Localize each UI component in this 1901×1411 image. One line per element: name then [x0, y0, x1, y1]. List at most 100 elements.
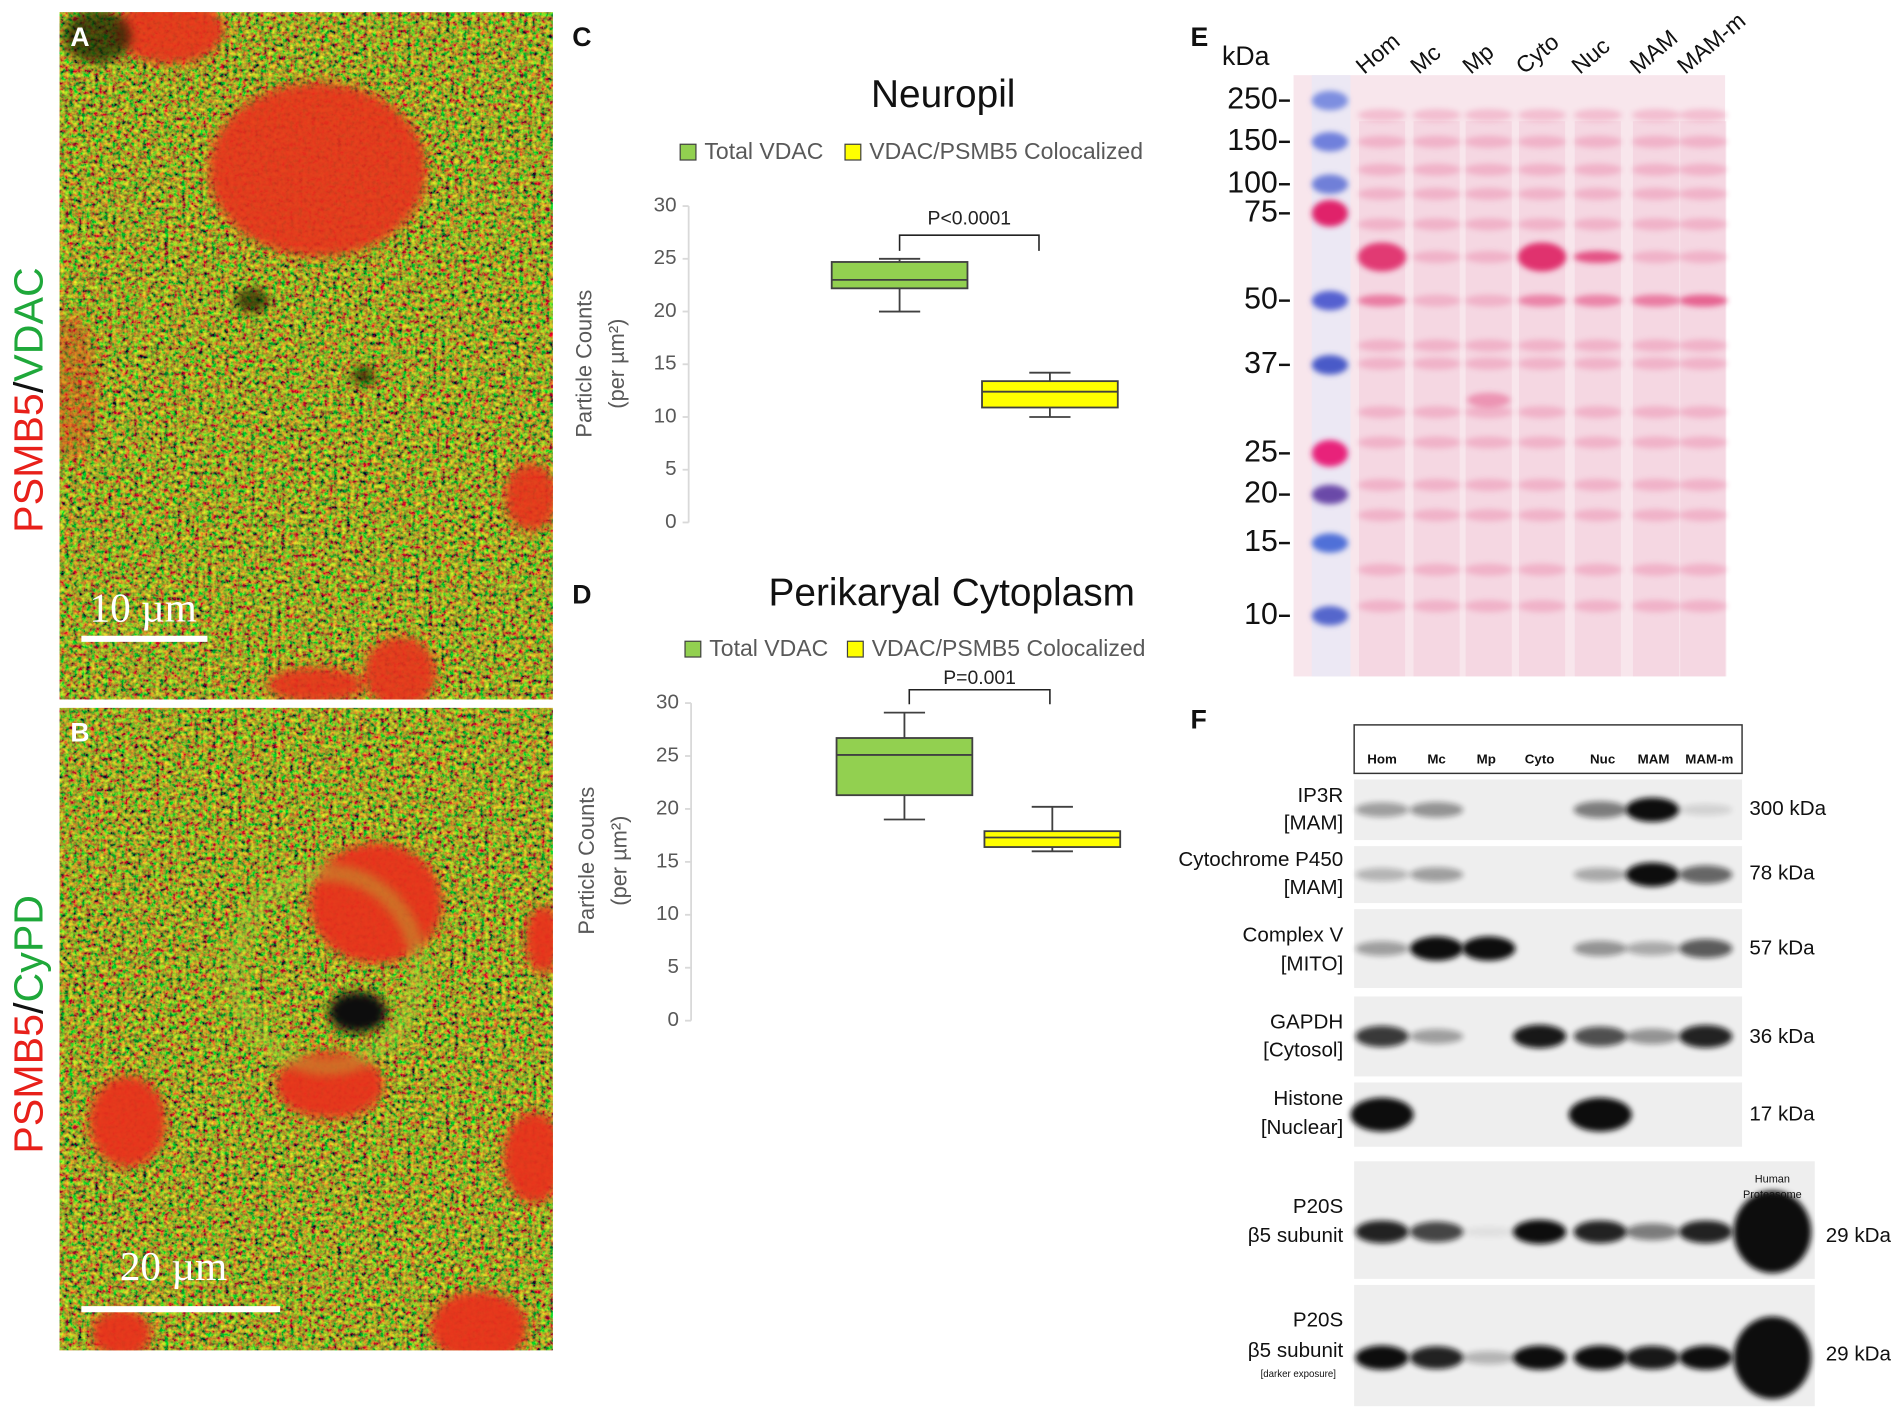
gel-band: [1631, 509, 1681, 522]
legend-swatch: [844, 143, 862, 161]
ladder-band: [1311, 200, 1349, 227]
y-tick-label: 30: [654, 194, 677, 217]
blot-label: P20S: [1293, 1309, 1343, 1332]
blot-band: [1733, 1316, 1812, 1399]
blot-band: [1733, 1190, 1812, 1274]
gel-band: [1412, 250, 1461, 264]
gel-band: [1517, 357, 1567, 370]
gel-band: [1412, 135, 1461, 148]
gel-lane: [1574, 121, 1621, 677]
lane-label: Mp: [1457, 38, 1498, 78]
gel-band: [1357, 509, 1407, 522]
gel-band: [1357, 600, 1407, 613]
ladder-band: [1311, 440, 1349, 467]
gel-band: [1466, 392, 1511, 408]
ladder-lane: [1311, 75, 1351, 677]
panel-letter: A: [70, 22, 89, 52]
marker-label: 150: [1227, 124, 1278, 157]
blot-label: [MAM]: [1284, 812, 1344, 835]
gel-band: [1412, 187, 1461, 201]
panel-letter: D: [572, 579, 591, 609]
gel-band: [1357, 109, 1407, 122]
blot-label: GAPDH: [1270, 1011, 1343, 1034]
gel-band: [1412, 478, 1461, 491]
gel-band: [1357, 163, 1407, 176]
gel-band: [1679, 478, 1728, 491]
control-label: Proteasome: [1743, 1189, 1802, 1201]
blot-band: [1625, 862, 1680, 887]
blot-label: IP3R: [1297, 784, 1343, 807]
gel-band: [1679, 357, 1728, 370]
y-tick-label: 10: [656, 902, 679, 925]
marker-label: 100: [1227, 166, 1278, 199]
legend-label: VDAC/PSMB5 Colocalized: [872, 635, 1146, 661]
blot-label: P20S: [1293, 1195, 1343, 1218]
gel-band: [1357, 406, 1407, 419]
gel-band: [1631, 218, 1681, 231]
gel-band: [1412, 357, 1461, 370]
blot-band: [1679, 938, 1733, 959]
chart-title: Perikaryal Cytoplasm: [769, 571, 1135, 614]
gel-band: [1357, 436, 1407, 449]
blot-band: [1409, 1346, 1464, 1370]
gel-lane: [1632, 121, 1680, 677]
gel-band: [1517, 135, 1567, 148]
gel-band: [1679, 109, 1728, 122]
blot-label: Histone: [1273, 1087, 1343, 1110]
gel-band: [1412, 218, 1461, 231]
legend-label: Total VDAC: [709, 635, 828, 661]
y-axis-label: (per µm²): [604, 319, 629, 409]
ladder-band: [1311, 355, 1349, 375]
blot-label: [Nuclear]: [1261, 1116, 1343, 1139]
blot-size: 17 kDa: [1749, 1103, 1815, 1126]
gel-band: [1412, 339, 1461, 352]
lane-label: MAM-m: [1672, 7, 1750, 79]
significance-label: P<0.0001: [928, 208, 1012, 230]
gel-band: [1631, 187, 1681, 201]
panel-letter: C: [572, 22, 591, 52]
gel-band: [1631, 294, 1681, 307]
y-tick-label: 20: [656, 796, 679, 819]
gel-band: [1573, 163, 1623, 176]
blot-lane-label: Mc: [1427, 752, 1446, 767]
gel-band: [1631, 163, 1681, 176]
marker-label: 25: [1244, 435, 1278, 468]
lane-label: Hom: [1351, 28, 1405, 79]
y-tick-label: 0: [667, 1008, 678, 1031]
blot-band: [1512, 1024, 1567, 1049]
legend-label: Total VDAC: [704, 138, 823, 164]
gel-band: [1357, 357, 1407, 370]
gel-band: [1517, 406, 1567, 419]
gel-band: [1357, 187, 1407, 201]
ladder-band: [1311, 290, 1349, 311]
blot-band: [1355, 1025, 1409, 1048]
blot-label: [MITO]: [1281, 952, 1344, 975]
blot-label: Cytochrome P450: [1178, 848, 1343, 871]
gel-band: [1464, 563, 1513, 576]
blot-band: [1568, 1097, 1632, 1132]
blot-band: [1512, 1345, 1567, 1370]
ladder-band: [1311, 533, 1349, 553]
lane-label: Mc: [1405, 39, 1445, 79]
blot-band: [1573, 1026, 1627, 1047]
blot-band: [1679, 1345, 1733, 1370]
significance-label: P=0.001: [943, 667, 1016, 689]
blot-band: [1573, 801, 1627, 819]
blot-band: [1679, 1220, 1733, 1244]
blot-note: [darker exposure]: [1261, 1369, 1336, 1380]
marker-label: 50: [1244, 283, 1278, 316]
control-label: Human: [1755, 1173, 1790, 1185]
gel-band: [1679, 218, 1728, 231]
gel-band: [1517, 109, 1567, 122]
blot-label: β5 subunit: [1248, 1339, 1344, 1362]
blot-lane-label: Nuc: [1590, 752, 1616, 767]
gel-band: [1464, 339, 1513, 352]
gel-band: [1464, 163, 1513, 176]
gel-band: [1412, 406, 1461, 419]
gel-band: [1631, 135, 1681, 148]
blot-size: 29 kDa: [1826, 1224, 1892, 1247]
stain-part: /: [6, 1002, 52, 1014]
ladder-band: [1311, 606, 1349, 626]
blot-band: [1573, 867, 1627, 882]
blot-size: 300 kDa: [1749, 797, 1826, 820]
